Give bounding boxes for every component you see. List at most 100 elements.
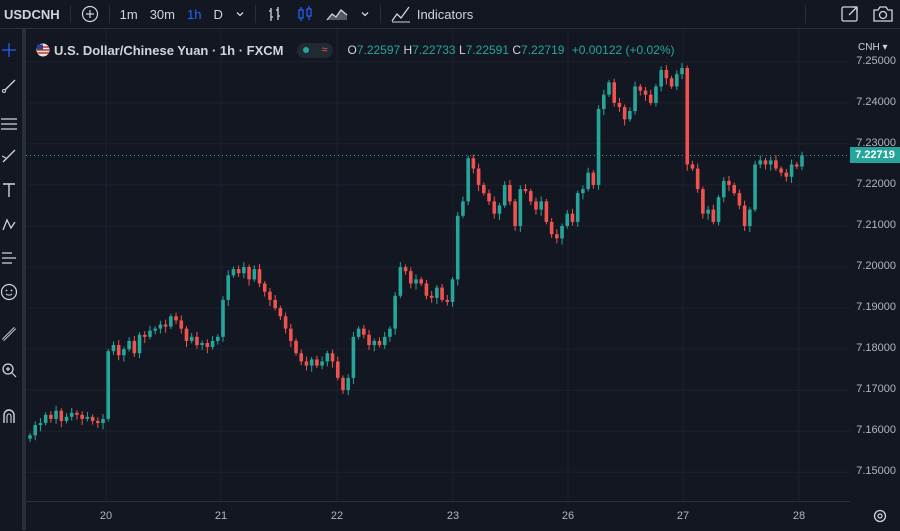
symbol-search-button[interactable]: USDCNH (0, 0, 66, 28)
text-tool[interactable] (0, 181, 18, 199)
candle-body (320, 361, 324, 366)
candle-body (351, 336, 356, 378)
approx-icon: ≈ (321, 44, 328, 56)
smiley-icon (0, 283, 18, 301)
chart-settings-icon[interactable] (872, 508, 888, 524)
candle-body (445, 299, 450, 302)
interval-1h[interactable]: 1h (186, 6, 202, 22)
candle-body (101, 418, 105, 424)
candle-body (440, 287, 444, 300)
price-tick-label: 7.23000 (856, 136, 896, 149)
price-tick-label: 7.25000 (856, 54, 896, 67)
candle-body (221, 299, 225, 337)
fib-tool[interactable] (0, 115, 18, 133)
candle-body (789, 164, 794, 177)
candle-body (393, 295, 397, 329)
candle-body (179, 320, 184, 329)
candle-body (502, 184, 507, 206)
candle-body (96, 420, 100, 424)
candle-body (362, 328, 366, 335)
candle-body (727, 180, 731, 185)
candle-body (628, 111, 632, 120)
candle-body (111, 345, 116, 352)
price-tick-label: 7.22000 (856, 177, 896, 190)
more-options-button[interactable] (801, 0, 810, 28)
interval-30m[interactable]: 30m (149, 6, 175, 22)
us-flag-icon (36, 43, 50, 57)
crosshair-tool[interactable] (0, 41, 18, 59)
candle-body (247, 267, 251, 280)
emoji-tool[interactable] (0, 283, 18, 301)
toolbar-divider (379, 5, 381, 23)
candle-body (278, 308, 283, 317)
magnet-tool[interactable] (0, 407, 18, 425)
chart-type-dropdown-button[interactable] (354, 0, 376, 28)
candle-body (236, 269, 241, 274)
brush-icon (1, 149, 16, 163)
interval-1d[interactable]: D (213, 6, 223, 22)
toolbar-divider (69, 5, 71, 23)
currency-selector[interactable]: CNH ▾ (858, 42, 888, 53)
candle-body (763, 160, 768, 165)
candle-body (215, 336, 220, 341)
candle-body (304, 361, 309, 366)
indicators-button[interactable]: Indicators (385, 0, 479, 28)
candle-body (654, 86, 658, 103)
candle-body (315, 359, 319, 366)
legend-title: U.S. Dollar/Chinese Yuan · 1h · FXCM (54, 42, 284, 58)
pattern-tool[interactable] (0, 215, 18, 233)
candle-body (690, 164, 695, 169)
fullscreen-button[interactable] (834, 0, 866, 28)
price-tick-label: 7.24000 (856, 95, 896, 108)
candle-body (75, 412, 79, 415)
candle-body (142, 334, 147, 337)
candles-style-button[interactable] (290, 0, 320, 28)
candle-body (716, 197, 721, 222)
open-value: 7.22597 (356, 43, 401, 57)
candle-body (732, 184, 736, 194)
time-tick-label: 23 (446, 510, 460, 522)
candle-body (513, 201, 517, 227)
time-axis[interactable]: 20 21 22 23 26 27 28 (26, 501, 887, 531)
market-status-pill[interactable]: ≈ (297, 42, 334, 58)
price-tick-label: 7.20000 (856, 260, 896, 273)
brush-tool[interactable] (0, 147, 18, 165)
candle-body (106, 351, 111, 419)
candle-body (257, 269, 262, 284)
candle-body (169, 316, 173, 327)
forecast-tool[interactable] (0, 249, 18, 267)
ruler-icon (1, 326, 17, 342)
candle-body (414, 279, 418, 284)
price-tick-label: 7.15000 (856, 465, 896, 478)
candle-body (607, 82, 611, 95)
ohlc-values: O7.22597 H7.22733 L7.22591 C7.22719 +0.0… (347, 43, 674, 57)
candle-body (189, 336, 194, 341)
snapshot-button[interactable] (866, 0, 900, 28)
candle-body (231, 269, 236, 276)
candle-body (341, 377, 345, 391)
price-axis[interactable]: 7.15000 7.16000 7.17000 7.18000 7.19000 7.200… (850, 29, 900, 501)
interval-1m[interactable]: 1m (119, 6, 138, 22)
candle-body (523, 189, 528, 192)
candle-body (59, 410, 64, 421)
candle-body (85, 416, 90, 419)
candle-body (675, 74, 679, 87)
interval-dropdown-button[interactable] (229, 0, 251, 28)
price-tick-label: 7.16000 (856, 424, 896, 437)
bars-style-button[interactable] (260, 0, 290, 28)
candle-body (132, 340, 137, 354)
candle-body (356, 328, 361, 337)
top-toolbar: USDCNH 1m 30m 1h D Indicators (0, 0, 900, 29)
area-chart-icon (326, 9, 348, 21)
candle-body (544, 201, 549, 222)
candle-body (450, 279, 455, 302)
price-chart[interactable] (26, 29, 850, 501)
measure-tool[interactable] (0, 325, 18, 343)
area-style-button[interactable] (320, 0, 354, 28)
compare-symbol-button[interactable] (75, 0, 105, 28)
expand-icon (841, 6, 858, 22)
candle-body (148, 330, 152, 337)
candles-icon (298, 6, 312, 21)
trend-line-tool[interactable] (0, 77, 18, 95)
zoom-tool[interactable] (0, 361, 18, 379)
